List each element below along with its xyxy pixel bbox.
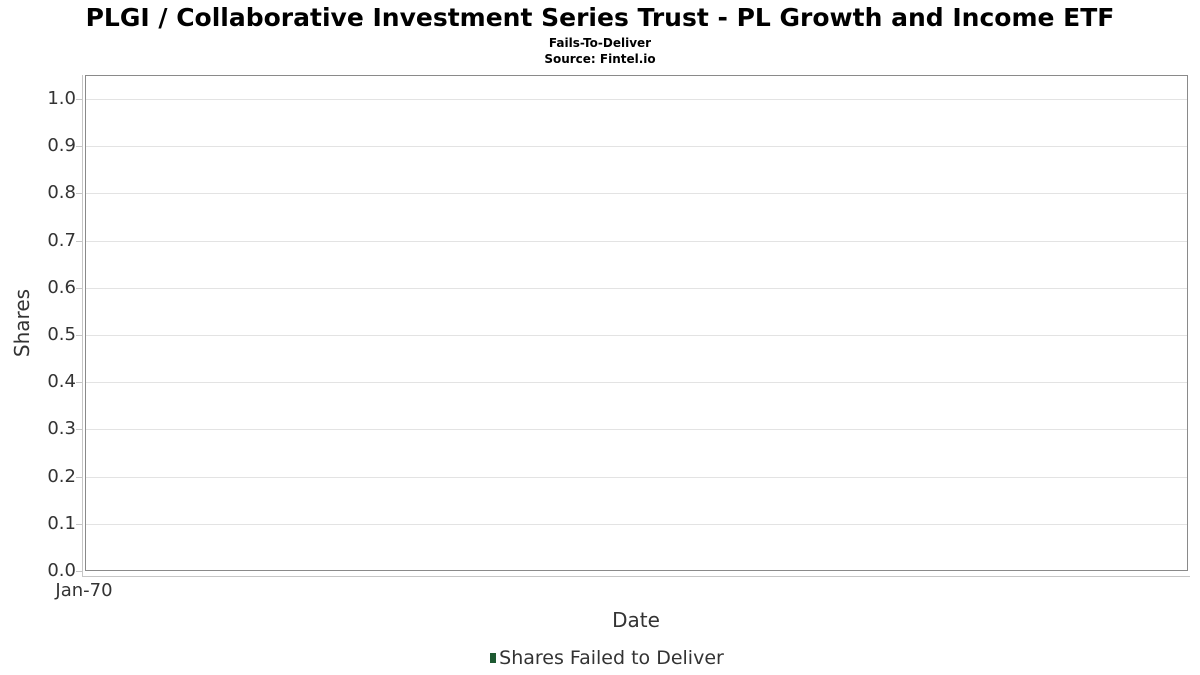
y-tick — [76, 241, 82, 242]
x-axis-line — [82, 576, 1190, 577]
y-tick-label: 0.0 — [47, 560, 76, 581]
legend-series-label: Shares Failed to Deliver — [499, 647, 724, 669]
y-tick — [76, 193, 82, 194]
legend-series-marker-icon — [490, 653, 497, 663]
y-gridline — [86, 335, 1187, 336]
y-tick-label: 0.1 — [47, 513, 76, 534]
y-tick-label: 0.2 — [47, 466, 76, 487]
y-tick-label: 0.6 — [47, 277, 76, 298]
y-tick — [76, 382, 82, 383]
chart-title: PLGI / Collaborative Investment Series T… — [85, 3, 1115, 32]
y-tick-label: 0.4 — [47, 371, 76, 392]
chart-source: Source: Fintel.io — [544, 52, 656, 66]
y-gridline — [86, 99, 1187, 100]
y-gridline — [86, 382, 1187, 383]
y-tick-label: 0.5 — [47, 324, 76, 345]
y-axis-title: Shares — [10, 288, 34, 358]
y-tick-label: 0.7 — [47, 230, 76, 251]
y-tick — [76, 146, 82, 147]
y-gridline — [86, 429, 1187, 430]
y-tick — [76, 335, 82, 336]
y-tick-label: 0.9 — [47, 135, 76, 156]
y-tick — [76, 288, 82, 289]
y-gridline — [86, 288, 1187, 289]
x-tick-label: Jan-70 — [55, 580, 113, 601]
y-tick — [76, 524, 82, 525]
y-tick — [76, 429, 82, 430]
y-gridline — [86, 524, 1187, 525]
y-tick-label: 1.0 — [47, 88, 76, 109]
chart-subtitle: Fails-To-Deliver — [548, 36, 652, 50]
y-gridline — [86, 477, 1187, 478]
y-tick — [76, 99, 82, 100]
plot-area — [85, 75, 1188, 571]
y-axis-line — [82, 75, 83, 577]
y-tick-label: 0.8 — [47, 182, 76, 203]
legend: Shares Failed to Deliver — [0, 647, 1200, 669]
y-tick — [76, 571, 82, 572]
y-gridline — [86, 193, 1187, 194]
y-tick-label: 0.3 — [47, 418, 76, 439]
x-axis-title: Date — [612, 608, 660, 632]
y-tick — [76, 477, 82, 478]
y-gridline — [86, 241, 1187, 242]
y-gridline — [86, 146, 1187, 147]
